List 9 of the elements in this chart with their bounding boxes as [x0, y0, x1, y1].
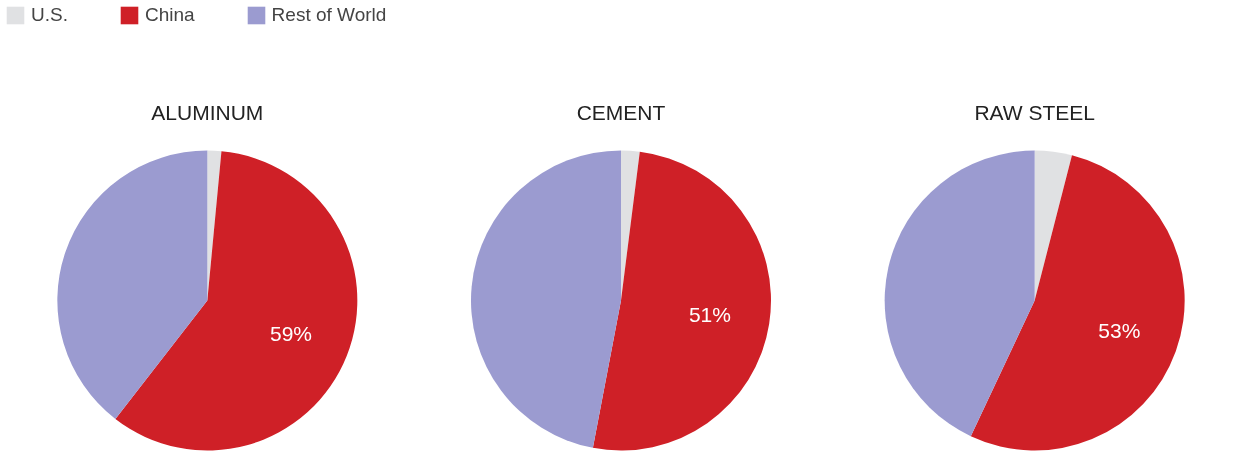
- data-label: 51%: [688, 303, 731, 327]
- chart-title: CEMENT: [576, 101, 666, 124]
- legend-label: China: [144, 4, 195, 26]
- text: ALUMINUM: [151, 101, 264, 124]
- data-label: 59%: [270, 322, 313, 346]
- legend-label: Rest of World: [271, 4, 387, 26]
- chart-title: RAW STEEL: [974, 101, 1095, 124]
- data-label: 53%: [1098, 319, 1141, 343]
- legend-label: U.S.: [31, 4, 68, 26]
